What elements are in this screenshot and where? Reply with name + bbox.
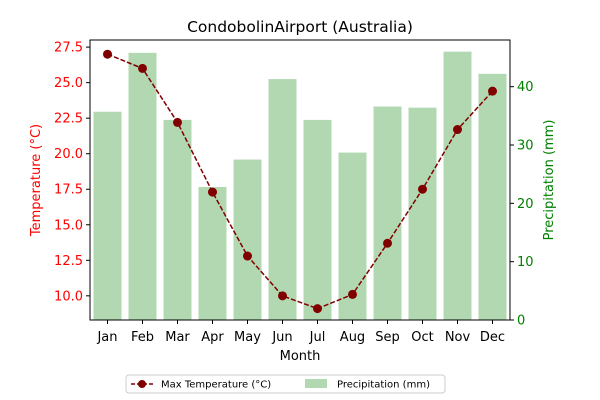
y-left-tick-label: 20.0 bbox=[54, 147, 83, 162]
y-left-tick-label: 25.0 bbox=[54, 76, 83, 91]
precipitation-bar-feb bbox=[128, 52, 157, 320]
precipitation-bar-sep bbox=[373, 106, 402, 320]
precipitation-bar-oct bbox=[408, 107, 437, 321]
temperature-point-oct bbox=[418, 184, 427, 194]
temperature-line bbox=[107, 53, 494, 310]
temperature-point-aug bbox=[348, 289, 357, 299]
chart-title: CondobolinAirport (Australia) bbox=[187, 18, 413, 36]
x-tick-label: Oct bbox=[411, 330, 433, 345]
x-tick-label: Sep bbox=[375, 330, 400, 345]
temperature-point-jun bbox=[278, 291, 287, 301]
y-right-axis-label: Precipitation (mm) bbox=[542, 120, 557, 241]
y-left-tick-label: 15.0 bbox=[54, 218, 83, 233]
x-axis-ticks: Jan Feb Mar Apr May Jun Jul Aug Sep Oct Nov Dec bbox=[96, 320, 505, 345]
temperature-point-dec bbox=[488, 86, 497, 96]
legend-label-precipitation: Precipitation (mm) bbox=[337, 380, 430, 391]
precipitation-bar-jan bbox=[93, 111, 122, 320]
precipitation-bar-dec bbox=[478, 73, 507, 320]
y-right-tick-label: 30 bbox=[517, 139, 534, 154]
y-left-tick-label: 17.5 bbox=[54, 183, 83, 198]
precipitation-bar-may bbox=[233, 159, 262, 320]
x-tick-label: Feb bbox=[131, 330, 154, 345]
temperature-point-mar bbox=[173, 117, 182, 127]
precipitation-bar-mar bbox=[163, 119, 192, 321]
x-tick-label: Apr bbox=[201, 330, 224, 345]
precipitation-bar-nov bbox=[443, 51, 472, 321]
x-tick-label: Aug bbox=[340, 330, 365, 345]
y-right-tick-label: 40 bbox=[517, 80, 534, 95]
y-left-axis-label: Temperature (°C) bbox=[29, 124, 44, 237]
x-tick-label: Dec bbox=[480, 330, 505, 345]
legend: Max Temperature (°C) Precipitation (mm) bbox=[125, 374, 446, 394]
y-right-axis-ticks: 0 10 20 30 40 bbox=[510, 80, 534, 329]
legend-box bbox=[125, 374, 446, 394]
legend-line-marker bbox=[138, 380, 146, 388]
legend-label-temperature: Max Temperature (°C) bbox=[161, 380, 271, 391]
x-axis-label: Month bbox=[280, 349, 321, 364]
precipitation-bars bbox=[93, 51, 507, 321]
temperature-point-feb bbox=[138, 63, 147, 73]
temperature-point-sep bbox=[383, 238, 392, 248]
temperature-point-nov bbox=[453, 125, 462, 135]
x-tick-label: Mar bbox=[165, 330, 190, 345]
x-tick-label: Jun bbox=[271, 330, 292, 345]
y-right-tick-label: 10 bbox=[517, 255, 534, 270]
y-left-tick-label: 27.5 bbox=[54, 41, 83, 56]
y-left-axis-ticks: 10.0 12.5 15.0 17.5 20.0 22.5 25.0 27.5 bbox=[54, 41, 90, 304]
temperature-line-layer bbox=[103, 49, 497, 314]
x-tick-label: Jan bbox=[96, 330, 117, 345]
plot-frame bbox=[89, 39, 511, 321]
y-right-tick-label: 0 bbox=[517, 314, 525, 329]
y-right-tick-label: 20 bbox=[517, 197, 534, 212]
x-tick-label: Nov bbox=[445, 330, 471, 345]
y-left-tick-label: 12.5 bbox=[54, 254, 83, 269]
x-tick-label: May bbox=[234, 330, 261, 345]
temperature-point-apr bbox=[208, 187, 217, 197]
temperature-point-may bbox=[243, 251, 252, 261]
precipitation-bar-jul bbox=[303, 119, 332, 321]
y-left-tick-label: 10.0 bbox=[54, 289, 83, 304]
precipitation-bar-jun bbox=[268, 79, 297, 320]
temperature-point-jan bbox=[103, 49, 112, 59]
precipitation-bar-apr bbox=[198, 187, 227, 320]
y-left-tick-label: 22.5 bbox=[54, 112, 83, 127]
x-tick-label: Jul bbox=[309, 330, 326, 345]
temperature-point-jul bbox=[313, 304, 322, 314]
legend-bar-swatch bbox=[305, 379, 327, 388]
